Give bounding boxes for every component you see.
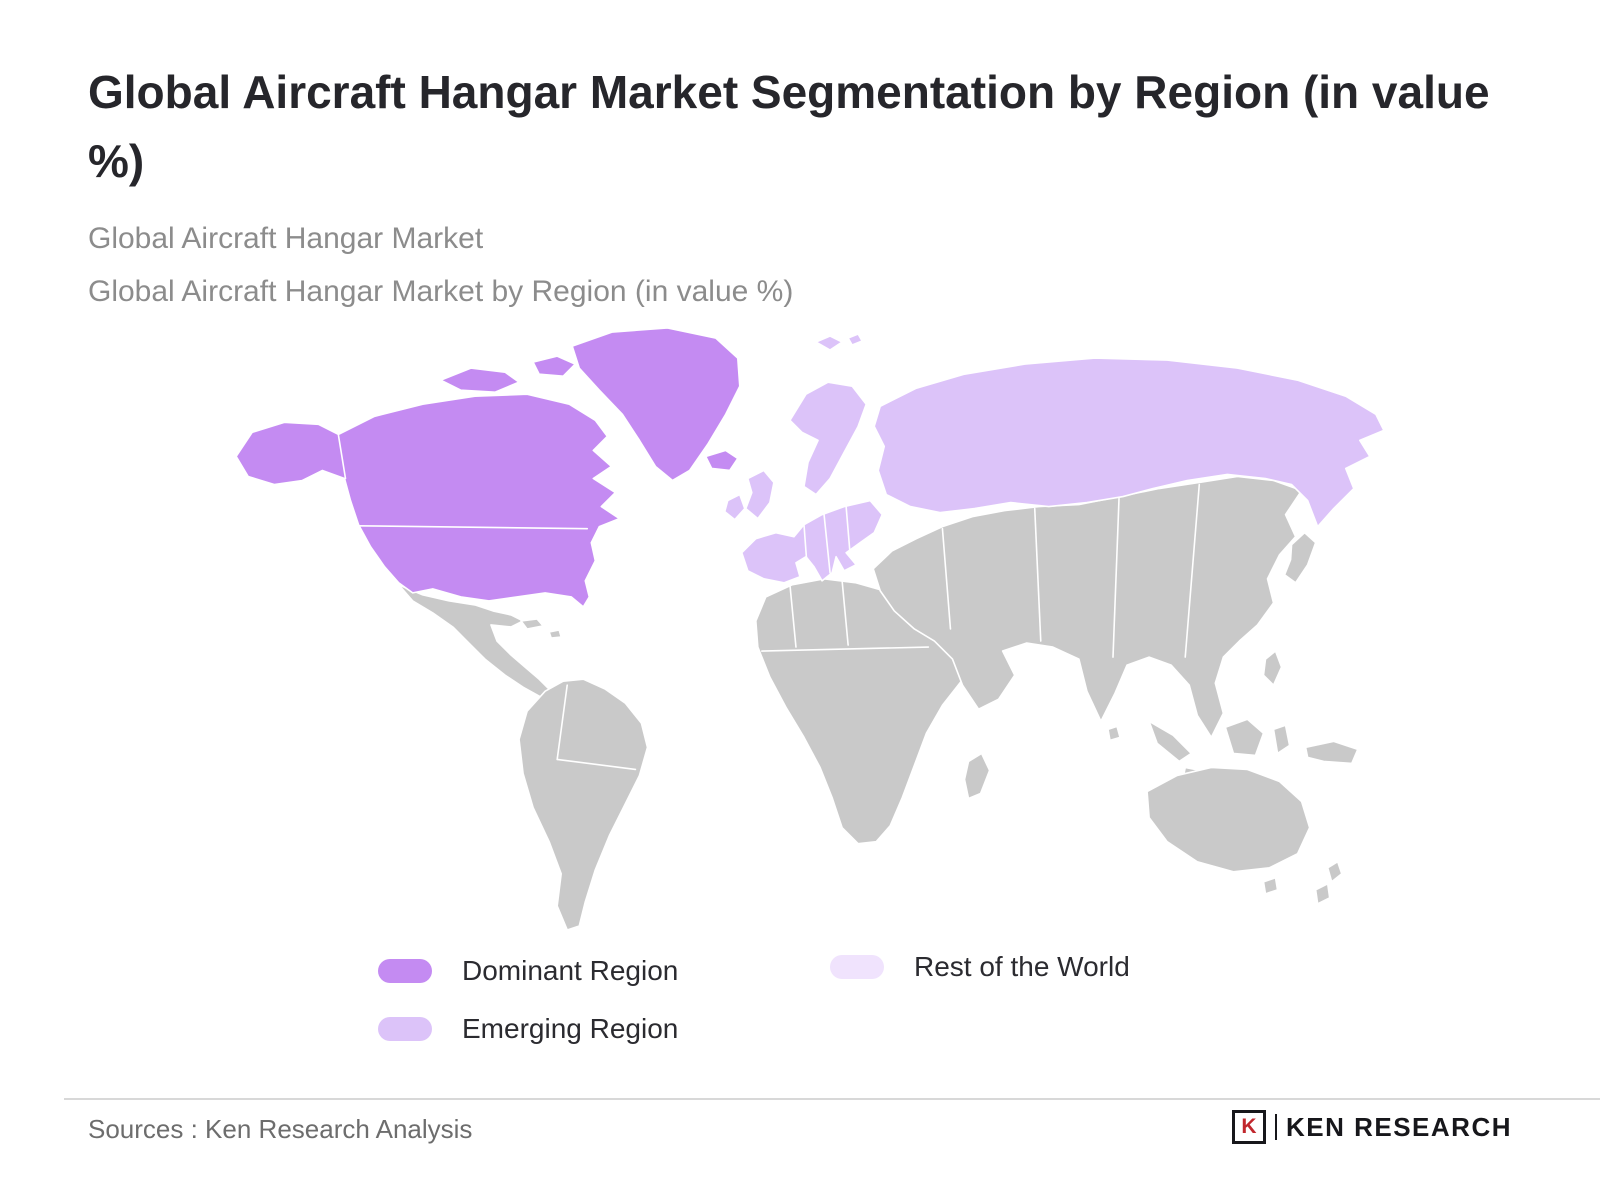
map-region-madagascar [963,752,991,800]
legend-item-dominant-region: Dominant Region [378,955,678,987]
legend-label-rest-of-world: Rest of the World [914,951,1130,982]
logo-divider-bar [1274,1114,1277,1140]
ken-research-logo-mark: K [1231,1110,1266,1144]
ken-research-logo-text: KEN RESEARCH [1285,1111,1512,1142]
legend-label-dominant: Dominant Region [462,955,679,986]
legend-item-rest-of-world: Rest of the World [830,951,1130,983]
map-regions-emerging [723,333,1385,584]
map-region-greenland [571,328,741,482]
ken-research-logo: K KEN RESEARCH [1231,1110,1512,1144]
map-region-uk-ireland [723,469,775,521]
map-region-svalbard [815,333,863,351]
map-region-japan [1283,531,1317,584]
map-region-north-america [235,393,621,608]
page-title: Global Aircraft Hangar Market Segmentati… [88,66,1490,187]
map-country-borders [337,434,1201,771]
map-region-scandinavia [789,381,867,496]
legend-swatch-rest-of-world [830,955,884,979]
map-regions-dominant [235,328,741,608]
footer-divider [64,1098,1600,1100]
map-region-mexico-central-america [397,584,550,699]
map-region-tasmania [1262,876,1279,895]
subtitle-line-1: Global Aircraft Hangar Market [88,222,484,255]
legend-swatch-emerging [378,1017,432,1041]
map-region-new-zealand [1314,860,1343,905]
map-region-south-america [518,678,649,931]
world-map-svg [235,328,1385,931]
legend-label-emerging: Emerging Region [462,1013,679,1044]
header: Global Aircraft Hangar Market Segmentati… [88,58,1538,314]
legend-item-emerging-region: Emerging Region [378,1013,678,1045]
legend-swatch-dominant [378,959,432,983]
map-region-canadian-arctic-islands [439,355,577,394]
map-region-caribbean-islands [520,618,562,639]
subtitle-line-2: Global Aircraft Hangar Market by Region … [88,275,794,308]
map-region-iceland [704,449,739,472]
world-map [224,328,1392,940]
map-region-sri-lanka [1107,725,1121,742]
map-region-australia [1146,766,1311,873]
source-note: Sources : Ken Research Analysis [88,1114,473,1144]
map-region-russia [873,357,1385,528]
